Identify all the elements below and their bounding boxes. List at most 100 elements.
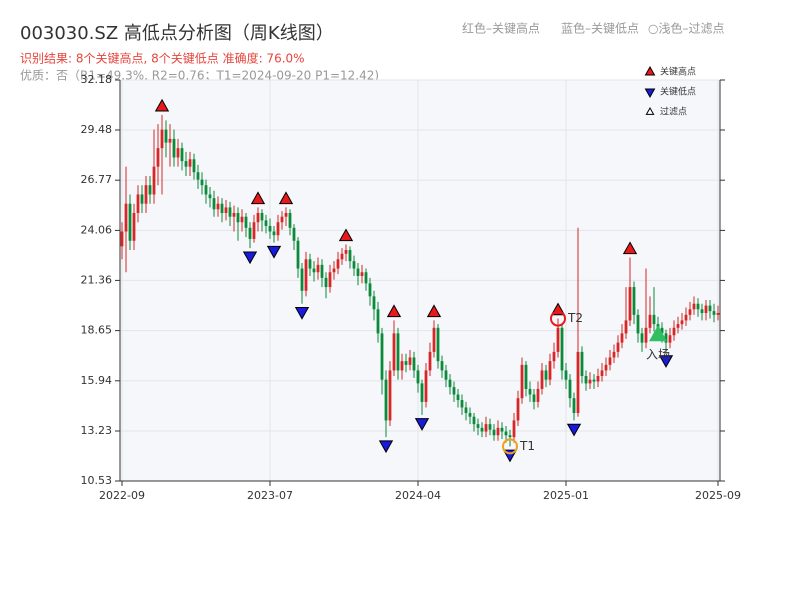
annotation-label: 入场 (646, 348, 670, 362)
candle-body (604, 364, 608, 371)
candle-body (544, 370, 548, 380)
candle-body (556, 327, 560, 352)
candle-body (440, 361, 444, 371)
x-tick-label: 2024-04 (395, 489, 441, 502)
candle-body (576, 351, 580, 414)
candle-body (232, 212, 236, 217)
legend-label: 关键低点 (660, 86, 696, 98)
candle-body (340, 253, 344, 260)
legend-label: 关键高点 (660, 66, 696, 78)
candle-body (412, 357, 416, 371)
candle-body (624, 320, 628, 334)
legend-label: 过滤点 (660, 106, 687, 118)
candle-body (236, 212, 240, 223)
y-tick-label: 13.23 (81, 424, 113, 437)
candle-body (448, 379, 452, 388)
candle-body (168, 138, 172, 143)
candle-body (632, 287, 636, 315)
candle-body (464, 407, 468, 414)
candle-body (140, 194, 144, 204)
key-low-marker (294, 307, 310, 320)
candle-body (644, 327, 648, 343)
candle-body (240, 216, 244, 223)
candle-body (476, 424, 480, 428)
candle-body (124, 203, 128, 232)
candle-body (284, 212, 288, 217)
key-high-marker (338, 228, 354, 242)
candle-body (392, 333, 396, 371)
header-legend: ○浅色–过滤点 (648, 22, 724, 36)
x-tick-label: 2025-01 (543, 489, 589, 502)
x-tick-label: 2022-09 (99, 489, 145, 502)
candle-body (416, 370, 420, 384)
key-high-marker (622, 241, 638, 255)
candle-body (328, 272, 332, 288)
candle-body (480, 427, 484, 432)
candle-body (432, 327, 436, 352)
candle-body (660, 327, 664, 334)
candle-body (692, 303, 696, 310)
candle-body (208, 194, 212, 199)
legend-marker (645, 106, 655, 115)
candle-body (192, 159, 196, 173)
candle-body (352, 261, 356, 269)
candle-body (132, 212, 136, 241)
candle-body (512, 420, 516, 438)
candle-body (672, 327, 676, 336)
candle-body (164, 129, 168, 143)
candle-body (200, 179, 204, 186)
candle-body (620, 333, 624, 343)
candle-body (456, 394, 460, 401)
candle-body (220, 203, 224, 213)
chart-title: 003030.SZ 高低点分析图（周K线图） (20, 23, 334, 44)
y-tick-label: 15.94 (81, 374, 113, 387)
y-tick-label: 18.65 (81, 324, 113, 337)
candle-body (516, 398, 520, 421)
candle-body (536, 388, 540, 402)
candle-body (296, 240, 300, 269)
candle-body (496, 427, 500, 436)
candle-body (180, 148, 184, 162)
candle-body (588, 379, 592, 384)
key-low-marker (378, 440, 394, 454)
candle-body (408, 357, 412, 365)
candle-body (400, 361, 404, 371)
candle-body (332, 268, 336, 273)
candle-body (300, 268, 304, 291)
x-tick-label: 2023-07 (247, 489, 293, 502)
candle-body (520, 364, 524, 399)
header-legend: 红色–关键高点 (462, 21, 540, 36)
candle-body (228, 207, 232, 217)
candle-body (276, 222, 280, 236)
candle-body (436, 327, 440, 362)
candle-body (292, 227, 296, 241)
header-legend: 蓝色–关键低点 (561, 22, 639, 36)
y-tick-label: 32.18 (81, 73, 113, 86)
candle-body (548, 361, 552, 380)
candle-body (368, 283, 372, 297)
candle-body (356, 268, 360, 276)
annotation-label: T1 (519, 439, 535, 453)
annotation-label: T2 (567, 311, 583, 325)
key-low-marker (566, 423, 582, 437)
candle-body (260, 212, 264, 221)
target-marker (550, 310, 566, 327)
candle-body (700, 309, 704, 314)
candle-body (704, 305, 708, 314)
legend-marker (644, 65, 656, 76)
candle-body (424, 370, 428, 402)
candle-body (152, 166, 156, 195)
candle-body (568, 379, 572, 399)
candle-body (212, 198, 216, 210)
candle-body (652, 314, 656, 325)
candle-body (128, 203, 132, 241)
candle-body (452, 387, 456, 395)
candle-body (172, 138, 176, 158)
candle-body (592, 379, 596, 382)
candle-body (716, 313, 720, 315)
y-tick-label: 21.36 (81, 273, 113, 286)
candle-body (584, 375, 588, 384)
candle-body (472, 416, 476, 425)
candle-body (396, 333, 400, 371)
